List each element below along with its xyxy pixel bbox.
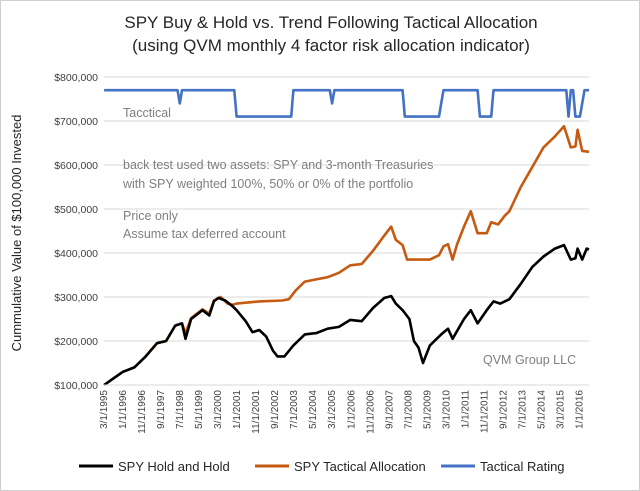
y-tick-label: $700,000 xyxy=(54,116,98,128)
x-tick-label: 11/1/2006 xyxy=(365,390,376,434)
chart-title-line-1: SPY Buy & Hold vs. Trend Following Tacti… xyxy=(124,13,537,32)
x-tick-label: 3/1/2010 xyxy=(441,390,452,429)
annotation-tactical: Tacctical xyxy=(123,106,171,120)
gridlines xyxy=(104,76,589,342)
y-tick-label: $300,000 xyxy=(54,292,98,304)
x-tick-label: 9/1/2002 xyxy=(270,390,281,429)
y-tick-label: $500,000 xyxy=(54,204,98,216)
annotation-price-only: Price only xyxy=(123,209,179,223)
x-tick-label: 11/1/2001 xyxy=(251,390,262,434)
annotation-tax-deferred: Assume tax deferred account xyxy=(123,227,286,241)
x-tick-label: 5/1/2004 xyxy=(308,390,319,429)
x-tick-label: 7/1/2003 xyxy=(289,390,300,429)
x-tick-label: 7/1/2008 xyxy=(403,390,414,429)
x-tick-label: 1/1/1996 xyxy=(118,390,129,429)
x-tick-label: 3/1/2015 xyxy=(555,390,566,429)
x-axis-ticks: 3/1/1995 1/1/1996 11/1/1996 9/1/1997 7/1/199… xyxy=(99,390,585,434)
annotation-backtest-line-2: with SPY weighted 100%, 50% or 0% of the… xyxy=(122,177,413,191)
x-tick-label: 11/1/1996 xyxy=(137,390,148,434)
x-tick-label: 5/1/2009 xyxy=(422,390,433,429)
x-tick-label: 9/1/2007 xyxy=(384,390,395,429)
chart-title-line-2: (using QVM monthly 4 factor risk allocat… xyxy=(132,36,530,55)
y-tick-label: $800,000 xyxy=(54,72,98,84)
y-tick-label: $100,000 xyxy=(54,380,98,392)
series-lines xyxy=(103,88,590,387)
y-tick-label: $400,000 xyxy=(54,248,98,260)
x-tick-label: 3/1/2005 xyxy=(327,390,338,429)
x-tick-label: 1/1/2006 xyxy=(346,390,357,429)
x-tick-label: 9/1/2012 xyxy=(498,390,509,429)
x-tick-label: 1/1/2001 xyxy=(232,390,243,429)
x-tick-label: 7/1/1998 xyxy=(175,390,186,429)
annotation-credit: QVM Group LLC xyxy=(483,353,576,367)
annotation-backtest-line-1: back test used two assets: SPY and 3-mon… xyxy=(123,158,433,172)
series-line-0 xyxy=(103,243,590,387)
y-tick-label: $200,000 xyxy=(54,336,98,348)
legend-label-spy-tactical: SPY Tactical Allocation xyxy=(294,459,426,474)
x-tick-label: 9/1/1997 xyxy=(156,390,167,429)
legend-label-tactical-rating: Tactical Rating xyxy=(480,459,565,474)
legend-label-spy-hold: SPY Hold and Hold xyxy=(118,459,230,474)
legend: SPY Hold and Hold SPY Tactical Allocatio… xyxy=(79,459,565,474)
x-tick-label: 5/1/2014 xyxy=(536,390,547,429)
x-tick-label: 5/1/1999 xyxy=(194,390,205,429)
y-axis-label: Cummulative Value of $100,000 Invested xyxy=(9,115,24,352)
x-tick-label: 1/1/2016 xyxy=(574,390,585,429)
x-tick-label: 3/1/2000 xyxy=(213,390,224,429)
series-line-2 xyxy=(104,88,589,118)
y-axis-ticks: $100,000 $200,000 $300,000 $400,000 $500,000… xyxy=(54,72,98,392)
x-tick-label: 1/1/2011 xyxy=(460,390,471,429)
y-tick-label: $600,000 xyxy=(54,160,98,172)
x-tick-label: 11/1/2011 xyxy=(479,390,490,433)
x-tick-label: 3/1/1995 xyxy=(99,390,110,429)
x-tick-label: 7/1/2013 xyxy=(517,390,528,429)
